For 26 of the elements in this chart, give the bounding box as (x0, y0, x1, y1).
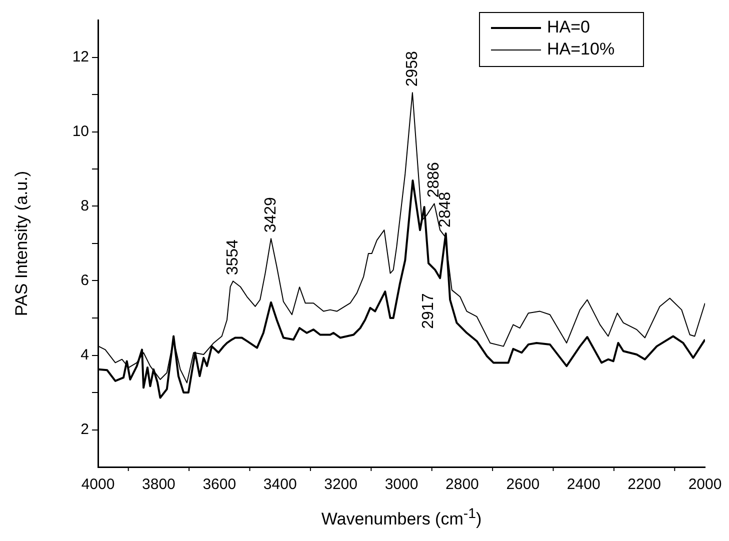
annotation: 2958 (404, 50, 421, 87)
y-tick-label: 4 (80, 346, 89, 364)
x-tick-label: 3000 (384, 476, 418, 494)
x-axis-title: Wavenumbers (cm$^{-1}$) (320, 506, 483, 530)
legend-label: HA=10% (547, 40, 615, 59)
annotation: 2848 (437, 192, 454, 228)
y-tick-label: 6 (80, 272, 89, 289)
y-tick-label: 2 (80, 420, 89, 438)
legend-label: HA=0 (547, 18, 590, 37)
x-tick-label: 2000 (688, 476, 722, 494)
x-tick-label: 3400 (263, 476, 297, 494)
annotation: 3554 (224, 239, 242, 276)
x-tick-label: 2200 (628, 476, 661, 494)
x-tick-label: 2800 (446, 476, 479, 494)
x-tick-label: 4000 (81, 476, 115, 494)
y-tick-label: 8 (80, 197, 89, 214)
x-tick-label: 3800 (142, 476, 176, 494)
x-tick-label: 2400 (566, 476, 600, 494)
x-tick-label: 3200 (324, 476, 358, 494)
x-tick-label: 2600 (506, 476, 540, 494)
x-tick-label: 3600 (202, 476, 236, 494)
y-tick-label: 10 (72, 122, 89, 140)
y-axis-title: PAS Intensity (a.u.) (12, 170, 31, 316)
annotation: 3429 (262, 196, 280, 233)
annotation: 2917 (420, 293, 437, 329)
y-tick-label: 12 (72, 48, 89, 66)
